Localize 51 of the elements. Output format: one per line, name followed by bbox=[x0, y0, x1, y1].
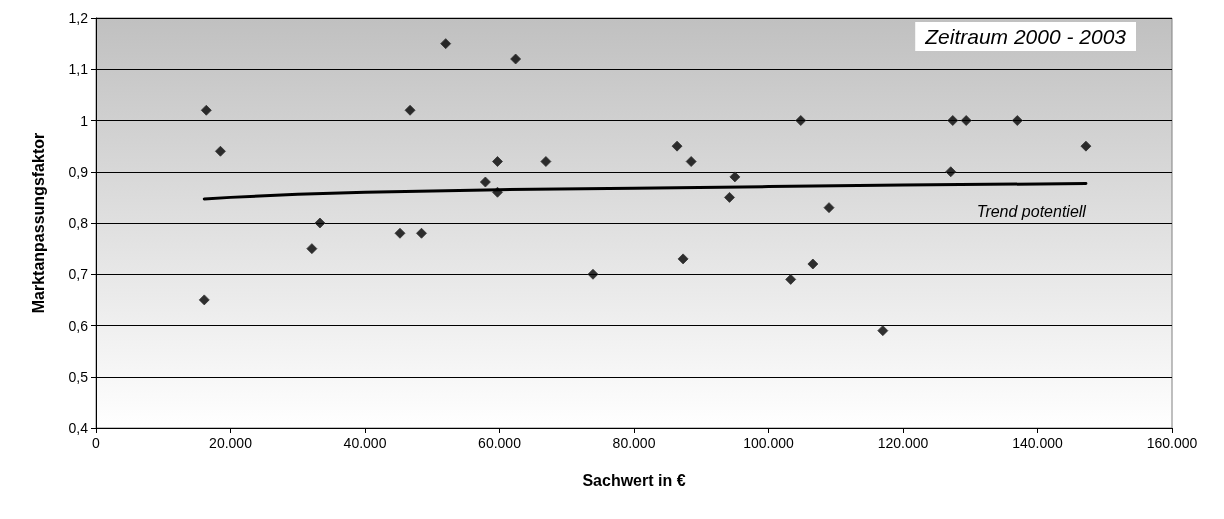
point bbox=[785, 273, 797, 285]
y-tick-label: 0,6 bbox=[68, 317, 89, 334]
point bbox=[1080, 140, 1092, 152]
x-tick-label: 140.000 bbox=[1012, 435, 1064, 451]
point bbox=[960, 115, 972, 126]
point bbox=[314, 217, 326, 229]
point bbox=[540, 156, 552, 167]
point bbox=[479, 176, 491, 188]
point bbox=[587, 268, 599, 280]
y-tick-label: 1,2 bbox=[68, 10, 89, 26]
point bbox=[491, 156, 503, 167]
y-tick-label: 0,4 bbox=[68, 420, 89, 436]
x-tick-label: 0 bbox=[92, 435, 101, 451]
x-tick-label: 100.000 bbox=[743, 435, 795, 451]
x-tick-label: 60.000 bbox=[478, 435, 522, 451]
point bbox=[945, 166, 957, 178]
y-tick-label: 1 bbox=[80, 112, 89, 129]
y-tick-label: 1,1 bbox=[68, 61, 89, 78]
point bbox=[795, 115, 807, 126]
point bbox=[877, 325, 889, 337]
point bbox=[807, 258, 819, 270]
x-axis-title: Sachwert in € bbox=[582, 471, 686, 489]
x-tick-label: 20.000 bbox=[209, 435, 253, 451]
y-axis-title: Marktanpassungsfaktor bbox=[29, 132, 47, 314]
y-tick-label: 0,5 bbox=[68, 368, 89, 385]
point bbox=[723, 191, 735, 203]
point bbox=[685, 156, 697, 167]
chart-title: Zeitraum 2000 - 2003 bbox=[924, 25, 1127, 48]
y-tick-label: 0,9 bbox=[68, 163, 89, 180]
point bbox=[404, 104, 416, 116]
y-tick-label: 0,7 bbox=[68, 266, 89, 283]
point bbox=[214, 145, 226, 157]
series-label: Trend potentiell bbox=[976, 203, 1087, 221]
point bbox=[200, 104, 212, 116]
x-tick-label: 160.000 bbox=[1146, 435, 1198, 451]
x-tick-label: 40.000 bbox=[343, 435, 387, 451]
point bbox=[729, 171, 741, 183]
point bbox=[198, 294, 210, 306]
point bbox=[394, 227, 406, 239]
point bbox=[440, 38, 452, 50]
point bbox=[947, 115, 959, 126]
point bbox=[306, 243, 318, 255]
y-tick-label: 0,8 bbox=[68, 215, 89, 231]
point bbox=[823, 202, 835, 214]
x-tick-label: 120.000 bbox=[877, 435, 929, 451]
point bbox=[671, 140, 683, 152]
point bbox=[510, 53, 522, 65]
point bbox=[415, 227, 427, 239]
x-tick-label: 80.000 bbox=[612, 435, 656, 451]
point bbox=[1011, 115, 1023, 126]
point bbox=[677, 253, 689, 265]
